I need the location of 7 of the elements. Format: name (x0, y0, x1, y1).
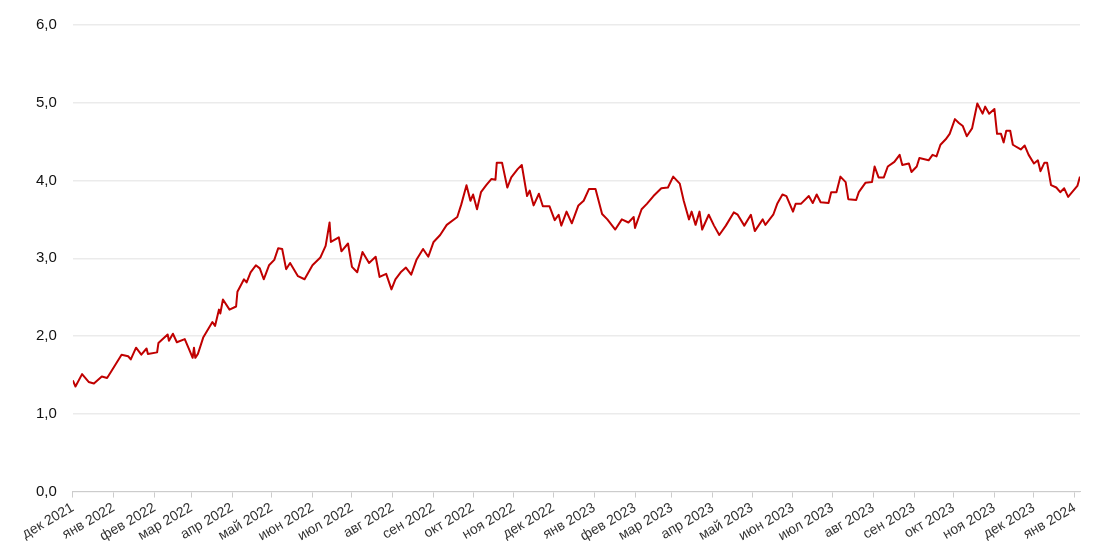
y-tick-label: 4,0 (35, 170, 57, 188)
y-tick-label: 1,0 (35, 403, 57, 421)
y-tick-label: 5,0 (35, 92, 57, 110)
y-tick-label: 0,0 (35, 481, 57, 499)
y-tick-label: 3,0 (35, 248, 57, 266)
y-tick-label: 2,0 (35, 326, 57, 344)
y-tick-label: 6,0 (35, 15, 57, 33)
